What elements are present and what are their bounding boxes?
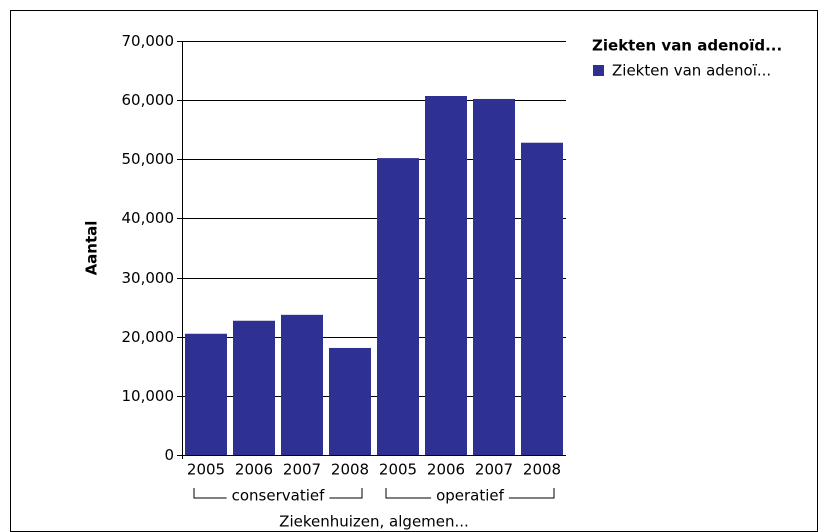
x-tick-label: 2005 (379, 461, 417, 479)
x-tick-label: 2006 (427, 461, 465, 479)
group-label: operatief (436, 487, 505, 505)
x-tick-label: 2006 (235, 461, 273, 479)
y-tick-label: 10,000 (122, 387, 175, 405)
x-tick-label: 2008 (523, 461, 561, 479)
y-tick-label: 70,000 (122, 32, 175, 50)
bar (233, 320, 275, 455)
y-tick-label: 30,000 (122, 269, 175, 287)
y-tick-label: 50,000 (122, 150, 175, 168)
bar (473, 98, 515, 456)
bar (329, 347, 371, 455)
bar (377, 158, 419, 456)
y-tick-label: 40,000 (122, 209, 175, 227)
bar (425, 96, 467, 455)
y-axis-title: Aantal (83, 221, 101, 276)
y-tick-label: 20,000 (122, 328, 175, 346)
x-tick-label: 2007 (475, 461, 513, 479)
x-tick-label: 2005 (187, 461, 225, 479)
legend-swatch (593, 65, 604, 76)
bar (281, 314, 323, 455)
x-tick-label: 2007 (283, 461, 321, 479)
group-bracket (385, 488, 555, 499)
bar (185, 333, 227, 455)
group-bracket (193, 488, 363, 499)
group-label: conservatief (232, 487, 325, 505)
y-tick-label: 60,000 (122, 91, 175, 109)
legend-title: Ziekten van adenoïd... (592, 37, 782, 55)
x-axis-title: Ziekenhuizen, algemen... (279, 513, 469, 531)
x-tick-label: 2008 (331, 461, 369, 479)
legend-label: Ziekten van adenoï... (612, 62, 771, 80)
bar (521, 142, 563, 455)
y-tick-label: 0 (164, 446, 174, 464)
